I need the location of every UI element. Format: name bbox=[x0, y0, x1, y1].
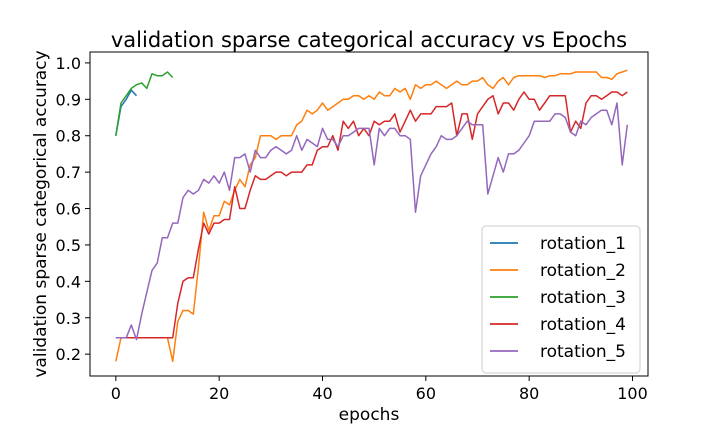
y-tick-label: 0.7 bbox=[56, 163, 81, 182]
x-tick-label: 80 bbox=[519, 384, 539, 403]
x-tick-label: 100 bbox=[617, 384, 648, 403]
y-tick-label: 0.3 bbox=[56, 309, 81, 328]
x-tick-label: 20 bbox=[209, 384, 229, 403]
chart-title: validation sparse categorical accuracy v… bbox=[111, 28, 627, 52]
y-axis-title: validation sparse categorical accuracy bbox=[31, 50, 51, 377]
y-tick-label: 0.2 bbox=[56, 345, 81, 364]
legend-label-rotation_3: rotation_3 bbox=[540, 288, 626, 308]
x-tick-label: 60 bbox=[416, 384, 436, 403]
plot-frame bbox=[89, 51, 649, 377]
legend: rotation_1 rotation_2 rotation_3 rotation_4… bbox=[481, 225, 641, 374]
series-line-rotation_5 bbox=[115, 102, 629, 341]
legend-label-rotation_1: rotation_1 bbox=[540, 234, 626, 254]
legend-label-rotation_5: rotation_5 bbox=[540, 342, 626, 362]
y-tick-label: 0.9 bbox=[56, 90, 81, 109]
series-line-rotation_4 bbox=[115, 91, 628, 339]
legend-box bbox=[481, 225, 641, 374]
y-tick-label: 1.0 bbox=[56, 54, 81, 73]
series-line-rotation_3 bbox=[115, 71, 174, 136]
x-axis: 0 20 40 60 80 100 bbox=[111, 376, 648, 403]
y-tick-label: 0.6 bbox=[56, 200, 81, 219]
y-axis: 0.2 0.3 0.4 0.5 0.6 0.7 0.8 0.9 1.0 bbox=[56, 54, 90, 364]
y-tick-label: 0.4 bbox=[56, 272, 81, 291]
legend-label-rotation_2: rotation_2 bbox=[540, 261, 626, 281]
y-tick-label: 0.8 bbox=[56, 127, 81, 146]
x-axis-title: epochs bbox=[339, 405, 400, 425]
legend-label-rotation_4: rotation_4 bbox=[540, 315, 626, 335]
x-tick-label: 40 bbox=[312, 384, 332, 403]
x-tick-label: 0 bbox=[111, 384, 121, 403]
y-tick-label: 0.5 bbox=[56, 236, 81, 255]
plot-area bbox=[115, 69, 629, 363]
